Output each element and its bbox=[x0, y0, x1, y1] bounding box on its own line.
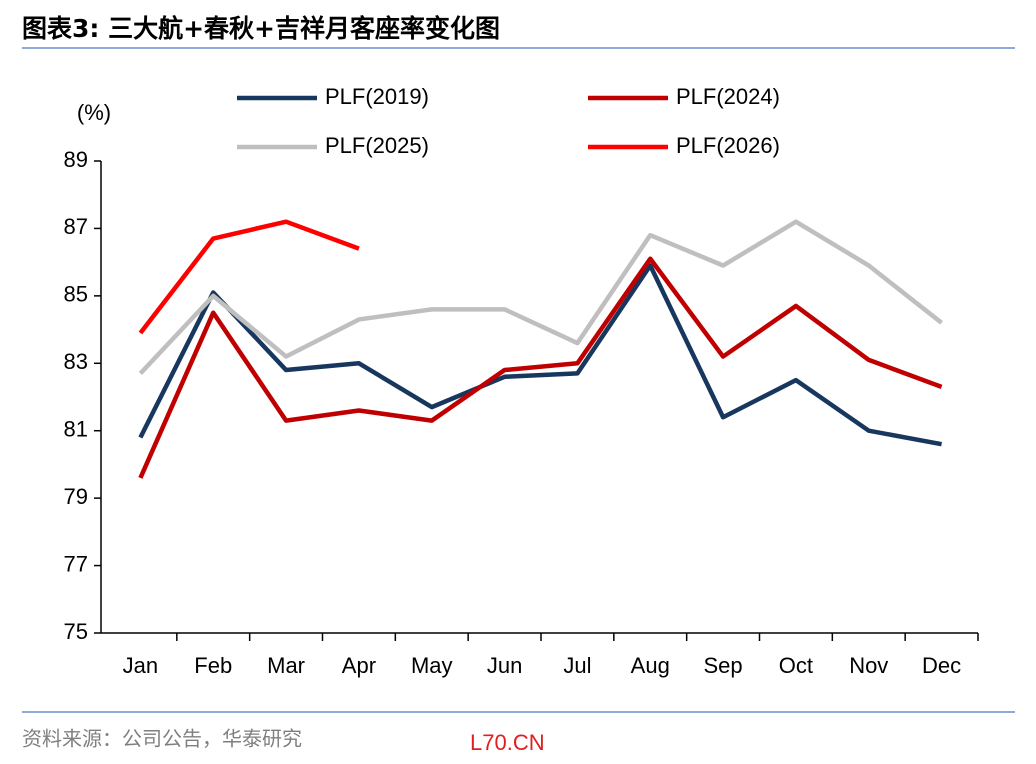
x-tick-label: Jul bbox=[563, 653, 591, 678]
source: 资料来源：公司公告，华泰研究 bbox=[22, 727, 302, 751]
y-tick-label: 83 bbox=[64, 349, 88, 374]
x-tick-label: Jan bbox=[123, 653, 158, 678]
x-tick-label: Jun bbox=[487, 653, 522, 678]
series-line bbox=[138, 219, 360, 335]
y-tick-label: 81 bbox=[64, 417, 88, 442]
x-tick-label: May bbox=[411, 653, 453, 678]
x-tick-label: Dec bbox=[922, 653, 961, 678]
series-line bbox=[138, 263, 942, 447]
y-tick-label: 87 bbox=[64, 214, 88, 239]
legend-label: PLF(2025) bbox=[325, 133, 429, 158]
x-tick-label: Sep bbox=[704, 653, 743, 678]
y-tick-label: 89 bbox=[64, 147, 88, 172]
x-tick-label: Apr bbox=[342, 653, 376, 678]
legend-label: PLF(2026) bbox=[676, 133, 780, 158]
x-tick-label: Aug bbox=[631, 653, 670, 678]
y-axis-label: (%) bbox=[77, 100, 111, 125]
x-tick-label: Oct bbox=[779, 653, 813, 678]
title: 图表3: 三大航+春秋+吉祥月客座率变化图 bbox=[22, 14, 500, 43]
y-tick-label: 77 bbox=[64, 551, 88, 576]
legend-label: PLF(2019) bbox=[325, 84, 429, 109]
x-tick-label: Mar bbox=[267, 653, 305, 678]
series-line bbox=[138, 219, 943, 375]
y-tick-label: 75 bbox=[64, 619, 88, 644]
y-tick-label: 85 bbox=[64, 282, 88, 307]
watermark: L70.CN bbox=[470, 730, 545, 755]
legend-label: PLF(2024) bbox=[676, 84, 780, 109]
x-tick-label: Nov bbox=[849, 653, 888, 678]
series-line bbox=[138, 256, 943, 479]
y-tick-label: 79 bbox=[64, 484, 88, 509]
x-tick-label: Feb bbox=[194, 653, 232, 678]
